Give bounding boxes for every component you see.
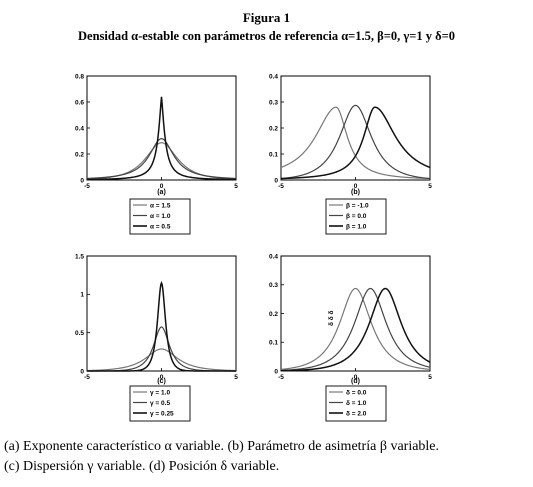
x-tick-label: 0 [354,183,358,190]
y-tick-label: 0.4 [75,125,84,132]
annotation-label: δ δ δ [328,311,335,326]
chart-panel-2: 00.10.20.30.4-5 0 5(b)β = -1.0β = 0.0β = 1… [269,73,432,235]
legend-entry: δ = 1.0 [346,400,367,407]
x-tick-label: 5 [234,374,238,381]
legend-entry: α = 1.0 [150,213,171,220]
y-tick-label: 0.2 [269,125,278,132]
x-tick-label: 0 [160,183,164,190]
y-tick-label: 0.5 [75,330,84,337]
x-tick-label: -5 [84,374,90,381]
series-line-1 [86,348,237,372]
subplot-label: (b) [351,189,360,196]
plot-frame [280,75,431,181]
chart-panel-4: 00.10.20.30.4-5 0 5δ δ δ(d)δ = 0.0δ = 1.0δ… [269,253,432,422]
legend-entry: α = 1.5 [150,202,171,209]
y-tick-label: 0.2 [269,311,278,318]
series-line-2 [280,104,431,180]
subplot-label: (c) [157,378,166,385]
legend: δ = 0.0 δ = 1.0 δ = 2.0 [325,385,387,422]
legend: γ = 1.0 γ = 0.5 γ = 0.25 [129,385,191,422]
plot-frame [280,255,431,372]
plot-frame [86,255,237,372]
caption-line-2: (c) Dispersión γ variable. (d) Posición … [4,459,280,474]
legend-entry: δ = 2.0 [346,410,367,417]
legend-entry: α = 0.5 [150,223,171,230]
y-tick-label: 0.1 [269,340,278,347]
y-tick-label: 0.2 [75,151,84,158]
x-tick-label: -5 [278,374,284,381]
legend-entry: β = 1.0 [346,223,367,230]
plot-frame [86,75,237,181]
x-tick-label: 5 [428,374,432,381]
y-tick-label: 0.4 [269,253,278,260]
series-line-2 [86,138,237,180]
chart-panel-3: 00.511.5-5 0 5(c)γ = 1.0γ = 0.5γ = 0.25 [75,253,238,422]
y-tick-label: 0 [274,368,278,375]
legend: α = 1.5 α = 1.0 α = 0.5 [129,198,191,235]
series-line-2 [280,287,431,371]
subplot-label: (a) [157,189,166,196]
series-line-1 [86,142,237,180]
x-tick-label: 0 [354,374,358,381]
legend-entry: γ = 1.0 [150,389,170,396]
series-line-3 [280,287,431,372]
y-tick-label: 0 [274,177,278,184]
y-tick-label: 0.1 [269,151,278,158]
x-tick-label: 5 [234,183,238,190]
x-tick-label: 5 [428,183,432,190]
y-tick-label: 0 [80,368,84,375]
x-tick-label: -5 [84,183,90,190]
y-tick-label: 0 [80,177,84,184]
legend-entry: β = 0.0 [346,213,367,220]
series-line-3 [87,280,236,372]
y-tick-label: 0.4 [269,73,278,80]
figure-subtitle: Densidad α-estable con parámetros de ref… [78,29,455,43]
y-tick-label: 0.3 [269,282,278,289]
series-line-3 [87,96,236,181]
legend-entry: γ = 0.5 [150,400,170,407]
y-tick-label: 0.8 [75,73,84,80]
legend: β = -1.0 β = 0.0 β = 1.0 [325,198,387,235]
series-line-1 [280,106,431,180]
chart-panel-1: 00.20.40.60.8-5 0 5(a)α = 1.5α = 1.0α = 0.… [75,73,238,235]
y-tick-label: 0.3 [269,99,278,106]
y-tick-label: 0.6 [75,99,84,106]
x-tick-label: -5 [278,183,284,190]
y-tick-label: 1 [80,292,84,299]
figure-title: Figura 1 [242,10,291,25]
series-line-1 [280,287,431,370]
legend-entry: β = -1.0 [346,202,369,209]
legend-entry: δ = 0.0 [346,389,367,396]
y-tick-label: 1.5 [75,253,84,260]
legend-entry: γ = 0.25 [150,410,174,417]
subplot-label: (d) [351,378,360,385]
x-tick-label: 0 [160,374,164,381]
series-line-3 [280,106,431,180]
caption-line-1: (a) Exponente característico α variable.… [4,439,440,454]
